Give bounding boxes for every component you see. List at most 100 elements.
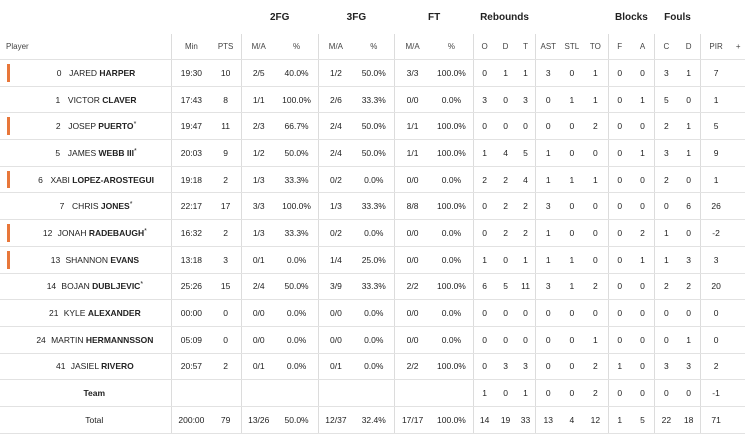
col-3fg-pct[interactable]: % <box>353 34 395 60</box>
stat-fdd: 0 <box>677 219 701 247</box>
stat-pts: 2 <box>210 353 242 381</box>
player-cell[interactable]: 5 JAMES WEBB III* <box>0 139 172 167</box>
player-last-name[interactable]: RIVERO <box>101 361 134 372</box>
col-reb-t[interactable]: T <box>515 34 536 60</box>
col-ast[interactable]: AST <box>535 34 561 60</box>
stat-o: 3 <box>472 86 496 114</box>
player-last-name[interactable]: RADEBAUGH <box>88 227 145 238</box>
player-last-name[interactable]: EVANS <box>110 254 140 265</box>
table-row[interactable]: 7 CHRIS JONES* 22:17 17 3/3 100.0% 1/3 33.3% 8/8… <box>0 192 745 221</box>
player-cell[interactable]: 12 JONAH RADEBAUGH* <box>0 219 172 247</box>
stat-fg2p: 33.3% <box>275 166 319 194</box>
stat-o: 2 <box>472 166 496 194</box>
stat-fg3: 0/0 <box>317 299 354 327</box>
table-row[interactable]: 5 JAMES WEBB III* 20:03 9 1/2 50.0% 2/4 50.0% 1/… <box>0 139 745 167</box>
stat-fc: 0 <box>654 299 678 327</box>
plus-cell <box>731 219 745 247</box>
stat-ft: 8/8 <box>394 192 430 221</box>
stat-fg2p: 0.0% <box>275 326 319 354</box>
col-ft-ma[interactable]: M/A <box>394 34 430 60</box>
stat-to: 2 <box>583 273 609 301</box>
total-stat-fg2p: 50.0% <box>275 406 319 434</box>
total-stat-ba: 5 <box>630 406 655 434</box>
table-row[interactable]: 21 KYLE ALEXANDER 00:00 0 0/0 0.0% 0/0 0.0% 0/0 0… <box>0 299 745 327</box>
col-stl[interactable]: STL <box>560 34 584 60</box>
player-last-name[interactable]: PUERTO <box>98 121 134 132</box>
group-blocks: Blocks <box>615 11 648 23</box>
table-row[interactable]: 0 JARED HARPER 19:30 10 2/5 40.0% 1/2 50.0% 3/3 1… <box>0 59 745 87</box>
stat-stl: 1 <box>560 273 584 301</box>
player-first-name: BOJAN <box>61 281 90 292</box>
col-fouls-d[interactable]: D <box>677 34 701 60</box>
player-cell[interactable]: 14 BOJAN DUBLJEVIC* <box>0 273 172 301</box>
player-cell[interactable]: 24 MARTIN HERMANNSSON <box>0 326 172 354</box>
stat-pts: 8 <box>210 86 242 114</box>
stat-fdd: 3 <box>677 246 701 274</box>
player-cell[interactable]: 41 JASIEL RIVERO <box>0 353 172 381</box>
player-cell[interactable]: 21 KYLE ALEXANDER <box>0 299 172 327</box>
player-last-name[interactable]: HERMANNSSON <box>85 334 154 345</box>
stat-fg2p: 50.0% <box>275 139 319 167</box>
col-blk-f[interactable]: F <box>607 34 631 60</box>
stat-to: 0 <box>583 299 609 327</box>
col-reb-o[interactable]: O <box>472 34 496 60</box>
player-cell[interactable]: 6 XABI LOPEZ-AROSTEGUI <box>0 166 172 194</box>
col-pir[interactable]: PIR <box>699 34 732 60</box>
player-cell[interactable]: 1 VICTOR CLAVER <box>0 86 172 114</box>
stat-fc: 3 <box>654 59 678 87</box>
col-3fg-ma[interactable]: M/A <box>317 34 354 60</box>
stat-fg3p: 25.0% <box>353 246 395 274</box>
group-2fg: 2FG <box>270 11 290 23</box>
col-player[interactable]: Player <box>0 34 172 60</box>
col-2fg-ma[interactable]: M/A <box>240 34 276 60</box>
player-last-name[interactable]: JONES <box>100 201 130 212</box>
stat-fg2: 1/1 <box>240 86 276 114</box>
col-fouls-c[interactable]: C <box>654 34 678 60</box>
table-row[interactable]: 41 JASIEL RIVERO 20:57 2 0/1 0.0% 0/1 0.0% 2/2 10… <box>0 353 745 381</box>
stat-fdd: 1 <box>677 139 701 167</box>
total-stat-fg3p: 32.4% <box>353 406 395 434</box>
player-number: 5 <box>55 147 61 158</box>
col-min[interactable]: Min <box>171 34 211 60</box>
table-row[interactable]: 24 MARTIN HERMANNSSON 05:09 0 0/0 0.0% 0/0 0.0%… <box>0 326 745 354</box>
player-cell[interactable]: 13 SHANNON EVANS <box>0 246 172 274</box>
player-first-name: KYLE <box>63 308 86 319</box>
stat-fg3: 0/1 <box>317 353 354 381</box>
player-number: 1 <box>55 94 61 105</box>
total-stat-fc: 22 <box>654 406 678 434</box>
col-2fg-pct[interactable]: % <box>275 34 319 60</box>
stat-d: 0 <box>495 326 516 354</box>
stat-pts: 0 <box>210 326 242 354</box>
stat-ftp: 100.0% <box>429 112 474 141</box>
stat-min: 17:43 <box>171 86 211 114</box>
player-cell[interactable]: 0 JARED HARPER <box>0 59 172 87</box>
col-to[interactable]: TO <box>583 34 609 60</box>
table-row[interactable]: 14 BOJAN DUBLJEVIC* 25:26 15 2/4 50.0% 3/9 33.3… <box>0 273 745 301</box>
player-last-name[interactable]: HARPER <box>99 67 136 78</box>
col-plus[interactable]: + <box>731 34 745 60</box>
table-row[interactable]: 2 JOSEP PUERTO* 19:47 11 2/3 66.7% 2/4 50.0% 1/1… <box>0 112 745 141</box>
player-last-name[interactable]: WEBB III <box>98 147 134 158</box>
table-row[interactable]: 13 SHANNON EVANS 13:18 3 0/1 0.0% 1/4 25.0% 0/0 0… <box>0 246 745 274</box>
col-pts[interactable]: PTS <box>210 34 242 60</box>
stat-fg2: 0/0 <box>240 299 276 327</box>
stat-ftp: 100.0% <box>429 353 474 381</box>
player-last-name[interactable]: LOPEZ-AROSTEGUI <box>72 174 154 185</box>
stat-fg3p: 0.0% <box>353 219 395 247</box>
col-reb-d[interactable]: D <box>495 34 516 60</box>
total-stat-min: 200:00 <box>171 406 211 434</box>
stat-o: 1 <box>472 139 496 167</box>
player-last-name[interactable]: DUBLJEVIC <box>92 281 141 292</box>
table-row[interactable]: 12 JONAH RADEBAUGH* 16:32 2 1/3 33.3% 0/2 0.0% 0… <box>0 219 745 247</box>
team-label: Team <box>0 379 172 407</box>
stat-to: 1 <box>583 59 609 87</box>
stat-fc: 2 <box>654 273 678 301</box>
player-cell[interactable]: 7 CHRIS JONES* <box>0 192 172 221</box>
player-cell[interactable]: 2 JOSEP PUERTO* <box>0 112 172 141</box>
player-last-name[interactable]: ALEXANDER <box>87 308 141 319</box>
col-ft-pct[interactable]: % <box>429 34 474 60</box>
col-blk-a[interactable]: A <box>630 34 655 60</box>
table-row[interactable]: 6 XABI LOPEZ-AROSTEGUI 19:18 2 1/3 33.3% 0/2 0.… <box>0 166 745 194</box>
player-last-name[interactable]: CLAVER <box>102 94 137 105</box>
table-row[interactable]: 1 VICTOR CLAVER 17:43 8 1/1 100.0% 2/6 33.3% 0/0… <box>0 86 745 114</box>
